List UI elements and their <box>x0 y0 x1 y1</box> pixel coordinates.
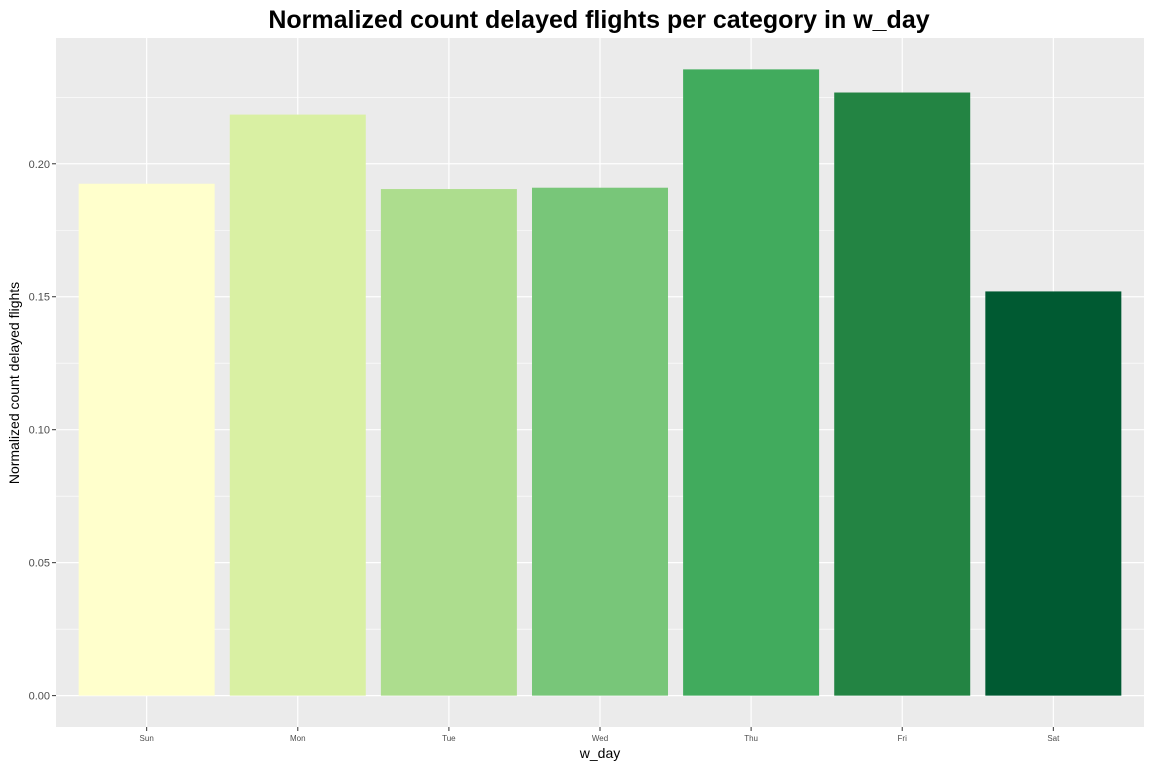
x-tick-label: Sat <box>1047 734 1060 743</box>
bar-tue <box>380 189 517 696</box>
bar-thu <box>683 69 820 696</box>
bar-sun <box>78 183 215 696</box>
y-tick-label: 0.15 <box>29 292 50 304</box>
y-tick-label: 0.05 <box>29 558 50 570</box>
x-tick-label: Sun <box>140 734 154 743</box>
bar-mon <box>229 114 366 696</box>
y-axis-title: Normalized count delayed flights <box>6 282 22 484</box>
y-tick-label: 0.20 <box>29 159 50 171</box>
x-axis-ticks: Sun Mon Tue Wed Thu Fri Sat <box>140 727 1060 743</box>
bar-sat <box>985 291 1122 696</box>
x-tick-label: Thu <box>744 734 758 743</box>
x-tick-label: Mon <box>290 734 306 743</box>
x-axis-title: w_day <box>579 745 620 761</box>
bar-fri <box>834 92 971 696</box>
y-axis-ticks: 0.00 0.05 0.10 0.15 0.20 <box>29 159 56 703</box>
x-tick-label: Tue <box>442 734 456 743</box>
bars <box>78 69 1122 696</box>
x-tick-label: Fri <box>898 734 908 743</box>
bar-wed <box>532 187 668 696</box>
x-tick-label: Wed <box>592 734 608 743</box>
chart-title: Normalized count delayed flights per cat… <box>268 6 929 34</box>
y-tick-label: 0.10 <box>29 425 50 437</box>
y-tick-label: 0.00 <box>29 691 50 703</box>
